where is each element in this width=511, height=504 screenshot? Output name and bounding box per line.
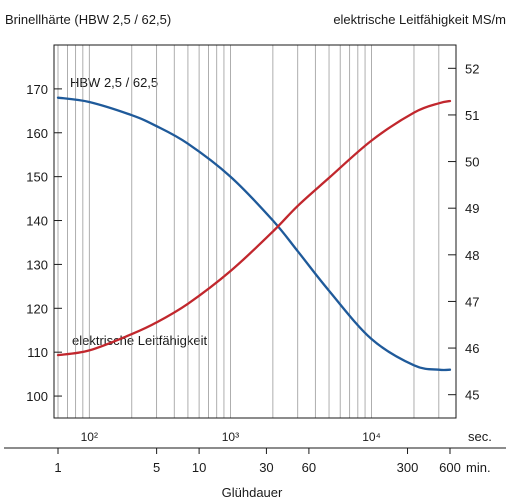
sec-unit-label: sec.: [468, 429, 492, 444]
min-tick-label: 30: [259, 460, 273, 475]
right-tick-label: 52: [465, 61, 479, 76]
left-axis-title: Brinellhärte (HBW 2,5 / 62,5): [5, 12, 171, 27]
min-unit-label: min.: [466, 460, 491, 475]
right-tick-label: 49: [465, 201, 479, 216]
left-tick-label: 120: [26, 301, 48, 316]
right-axis-title: elektrische Leitfähigkeit MS/m: [333, 12, 506, 27]
plot-frame: [53, 44, 457, 419]
left-tick-label: 170: [26, 82, 48, 97]
right-tick-label: 46: [465, 341, 479, 356]
series-label-leitfaehigkeit: elektrische Leitfähigkeit: [72, 333, 208, 348]
left-tick-label: 130: [26, 257, 48, 272]
left-tick-label: 100: [26, 389, 48, 404]
left-tick-label: 160: [26, 126, 48, 141]
series-line-leitfaehigkeit: [56, 99, 452, 357]
min-tick-label: 1: [54, 460, 61, 475]
right-tick-label: 50: [465, 155, 479, 170]
sec-tick-label: 10³: [222, 430, 239, 444]
min-tick-label: 60: [302, 460, 316, 475]
min-tick-label: 5: [153, 460, 160, 475]
min-tick-label: 10: [192, 460, 206, 475]
series-line-hbw: [56, 96, 452, 372]
sec-tick-label: 10⁴: [362, 430, 381, 444]
min-tick-label: 600: [439, 460, 461, 475]
sec-tick-label: 10²: [81, 430, 98, 444]
left-tick-label: 110: [27, 345, 48, 360]
x-axis-title: Glühdauer: [222, 485, 283, 500]
right-tick-label: 45: [465, 388, 479, 403]
series-label-hbw: HBW 2,5 / 62,5: [70, 75, 158, 90]
right-tick-label: 47: [465, 294, 479, 309]
min-tick-label: 300: [397, 460, 419, 475]
right-tick-label: 48: [465, 248, 479, 263]
left-tick-label: 150: [26, 170, 48, 185]
right-tick-label: 51: [465, 108, 479, 123]
left-tick-label: 140: [26, 214, 48, 229]
